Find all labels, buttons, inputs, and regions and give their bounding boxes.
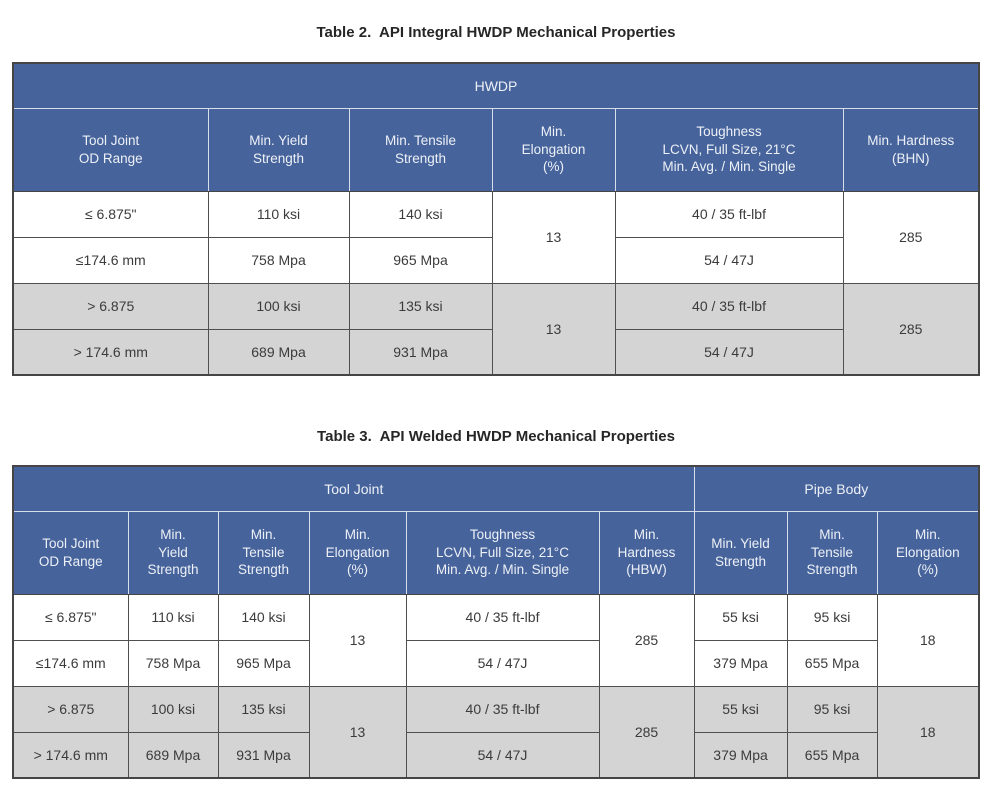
- col-header-pb-min-elongation: Min. Elongation (%): [876, 510, 980, 595]
- cell-toughness: 40 / 35 ft-lbf: [614, 282, 844, 330]
- cell-tj-yield: 689 Mpa: [127, 731, 219, 779]
- cell-tensile-strength: 140 ksi: [348, 190, 493, 238]
- table2-title: Table 2. API Integral HWDP Mechanical Pr…: [316, 24, 676, 41]
- cell-pb-tensile: 95 ksi: [786, 685, 878, 733]
- cell-yield-strength: 110 ksi: [207, 190, 350, 238]
- cell-od-range: > 174.6 mm: [12, 328, 209, 376]
- cell-yield-strength: 758 Mpa: [207, 236, 350, 284]
- cell-hardness: 285: [842, 282, 980, 376]
- table3-group-header-tool-joint: Tool Joint: [12, 465, 695, 512]
- cell-tensile-strength: 965 Mpa: [348, 236, 493, 284]
- table3-group-header-pipe-body: Pipe Body: [693, 465, 980, 512]
- table-row: > 6.875 100 ksi 135 ksi 13 40 / 35 ft-lb…: [12, 685, 980, 779]
- cell-hardness: 285: [598, 593, 695, 687]
- table-row: Tool Joint OD Range Min. Yield Strength …: [12, 510, 980, 595]
- cell-toughness: 54 / 47J: [405, 731, 600, 779]
- col-header-tool-joint-od-range: Tool Joint OD Range: [12, 510, 129, 595]
- table-row: ≤174.6 mm 758 Mpa 965 Mpa 54 / 47J 379 M…: [12, 639, 979, 687]
- col-header-tj-min-tensile-strength: Min. Tensile Strength: [217, 510, 310, 595]
- cell-elongation: 13: [308, 685, 407, 779]
- table-row: Tool Joint Pipe Body: [12, 465, 980, 512]
- cell-toughness: 54 / 47J: [614, 328, 844, 376]
- table-row: HWDP: [12, 62, 980, 109]
- cell-elongation: 13: [308, 593, 407, 687]
- cell-tj-tensile: 965 Mpa: [217, 639, 310, 687]
- col-header-toughness: Toughness LCVN, Full Size, 21°C Min. Avg…: [405, 510, 600, 595]
- col-header-min-yield-strength: Min. Yield Strength: [207, 107, 350, 192]
- cell-pb-tensile: 655 Mpa: [786, 639, 878, 687]
- cell-tensile-strength: 931 Mpa: [348, 328, 493, 376]
- cell-toughness: 40 / 35 ft-lbf: [405, 685, 600, 733]
- col-header-min-hardness-hbw: Min. Hardness (HBW): [598, 510, 695, 595]
- table-row: Tool Joint OD Range Min. Yield Strength …: [12, 107, 980, 192]
- cell-pb-yield: 379 Mpa: [693, 639, 788, 687]
- cell-tj-yield: 758 Mpa: [127, 639, 219, 687]
- cell-toughness: 54 / 47J: [405, 639, 600, 687]
- cell-pb-yield: 55 ksi: [693, 593, 788, 641]
- cell-tj-tensile: 135 ksi: [217, 685, 310, 733]
- cell-pb-elongation: 18: [876, 685, 980, 779]
- cell-pb-yield: 55 ksi: [693, 685, 788, 733]
- col-header-min-hardness-bhn: Min. Hardness (BHN): [842, 107, 980, 192]
- cell-pb-elongation: 18: [876, 593, 980, 687]
- cell-toughness: 54 / 47J: [614, 236, 844, 284]
- table-row: > 6.875 100 ksi 135 ksi 13 40 / 35 ft-lb…: [12, 282, 980, 376]
- cell-od-range: > 174.6 mm: [12, 731, 129, 779]
- cell-tj-yield: 110 ksi: [127, 593, 219, 641]
- cell-toughness: 40 / 35 ft-lbf: [614, 190, 844, 238]
- table3-title: Table 3. API Welded HWDP Mechanical Prop…: [317, 428, 675, 445]
- cell-elongation: 13: [491, 190, 616, 284]
- cell-od-range: ≤ 6.875": [12, 190, 209, 238]
- cell-tj-tensile: 931 Mpa: [217, 731, 310, 779]
- welded-hwdp-table: Tool Joint Pipe Body Tool Joint OD Range…: [12, 465, 981, 779]
- col-header-pb-min-yield-strength: Min. Yield Strength: [693, 510, 788, 595]
- table-row: > 174.6 mm 689 Mpa 931 Mpa 54 / 47J 379 …: [12, 731, 979, 779]
- col-header-pb-min-tensile-strength: Min. Tensile Strength: [786, 510, 878, 595]
- table2-group-header-hwdp: HWDP: [12, 62, 980, 109]
- table-row: ≤ 6.875" 110 ksi 140 ksi 13 40 / 35 ft-l…: [12, 593, 980, 687]
- cell-tj-yield: 100 ksi: [127, 685, 219, 733]
- col-header-min-elongation: Min. Elongation (%): [491, 107, 616, 192]
- cell-tj-tensile: 140 ksi: [217, 593, 310, 641]
- col-header-tj-min-elongation: Min. Elongation (%): [308, 510, 407, 595]
- col-header-tool-joint-od-range: Tool Joint OD Range: [12, 107, 209, 192]
- cell-elongation: 13: [491, 282, 616, 376]
- cell-od-range: ≤174.6 mm: [12, 639, 129, 687]
- cell-yield-strength: 100 ksi: [207, 282, 350, 330]
- cell-tensile-strength: 135 ksi: [348, 282, 493, 330]
- integral-hwdp-table: HWDP Tool Joint OD Range Min. Yield Stre…: [12, 62, 980, 376]
- cell-hardness: 285: [842, 190, 980, 284]
- cell-od-range: > 6.875: [12, 685, 129, 733]
- cell-hardness: 285: [598, 685, 695, 779]
- col-header-tj-min-yield-strength: Min. Yield Strength: [127, 510, 219, 595]
- table-row: ≤174.6 mm 758 Mpa 965 Mpa 54 / 47J: [12, 236, 979, 284]
- cell-toughness: 40 / 35 ft-lbf: [405, 593, 600, 641]
- table-row: ≤ 6.875" 110 ksi 140 ksi 13 40 / 35 ft-l…: [12, 190, 980, 284]
- cell-od-range: ≤ 6.875": [12, 593, 129, 641]
- col-header-min-tensile-strength: Min. Tensile Strength: [348, 107, 493, 192]
- cell-yield-strength: 689 Mpa: [207, 328, 350, 376]
- cell-pb-tensile: 95 ksi: [786, 593, 878, 641]
- cell-pb-tensile: 655 Mpa: [786, 731, 878, 779]
- cell-od-range: > 6.875: [12, 282, 209, 330]
- cell-pb-yield: 379 Mpa: [693, 731, 788, 779]
- table-row: > 174.6 mm 689 Mpa 931 Mpa 54 / 47J: [12, 328, 979, 376]
- col-header-toughness: Toughness LCVN, Full Size, 21°C Min. Avg…: [614, 107, 844, 192]
- cell-od-range: ≤174.6 mm: [12, 236, 209, 284]
